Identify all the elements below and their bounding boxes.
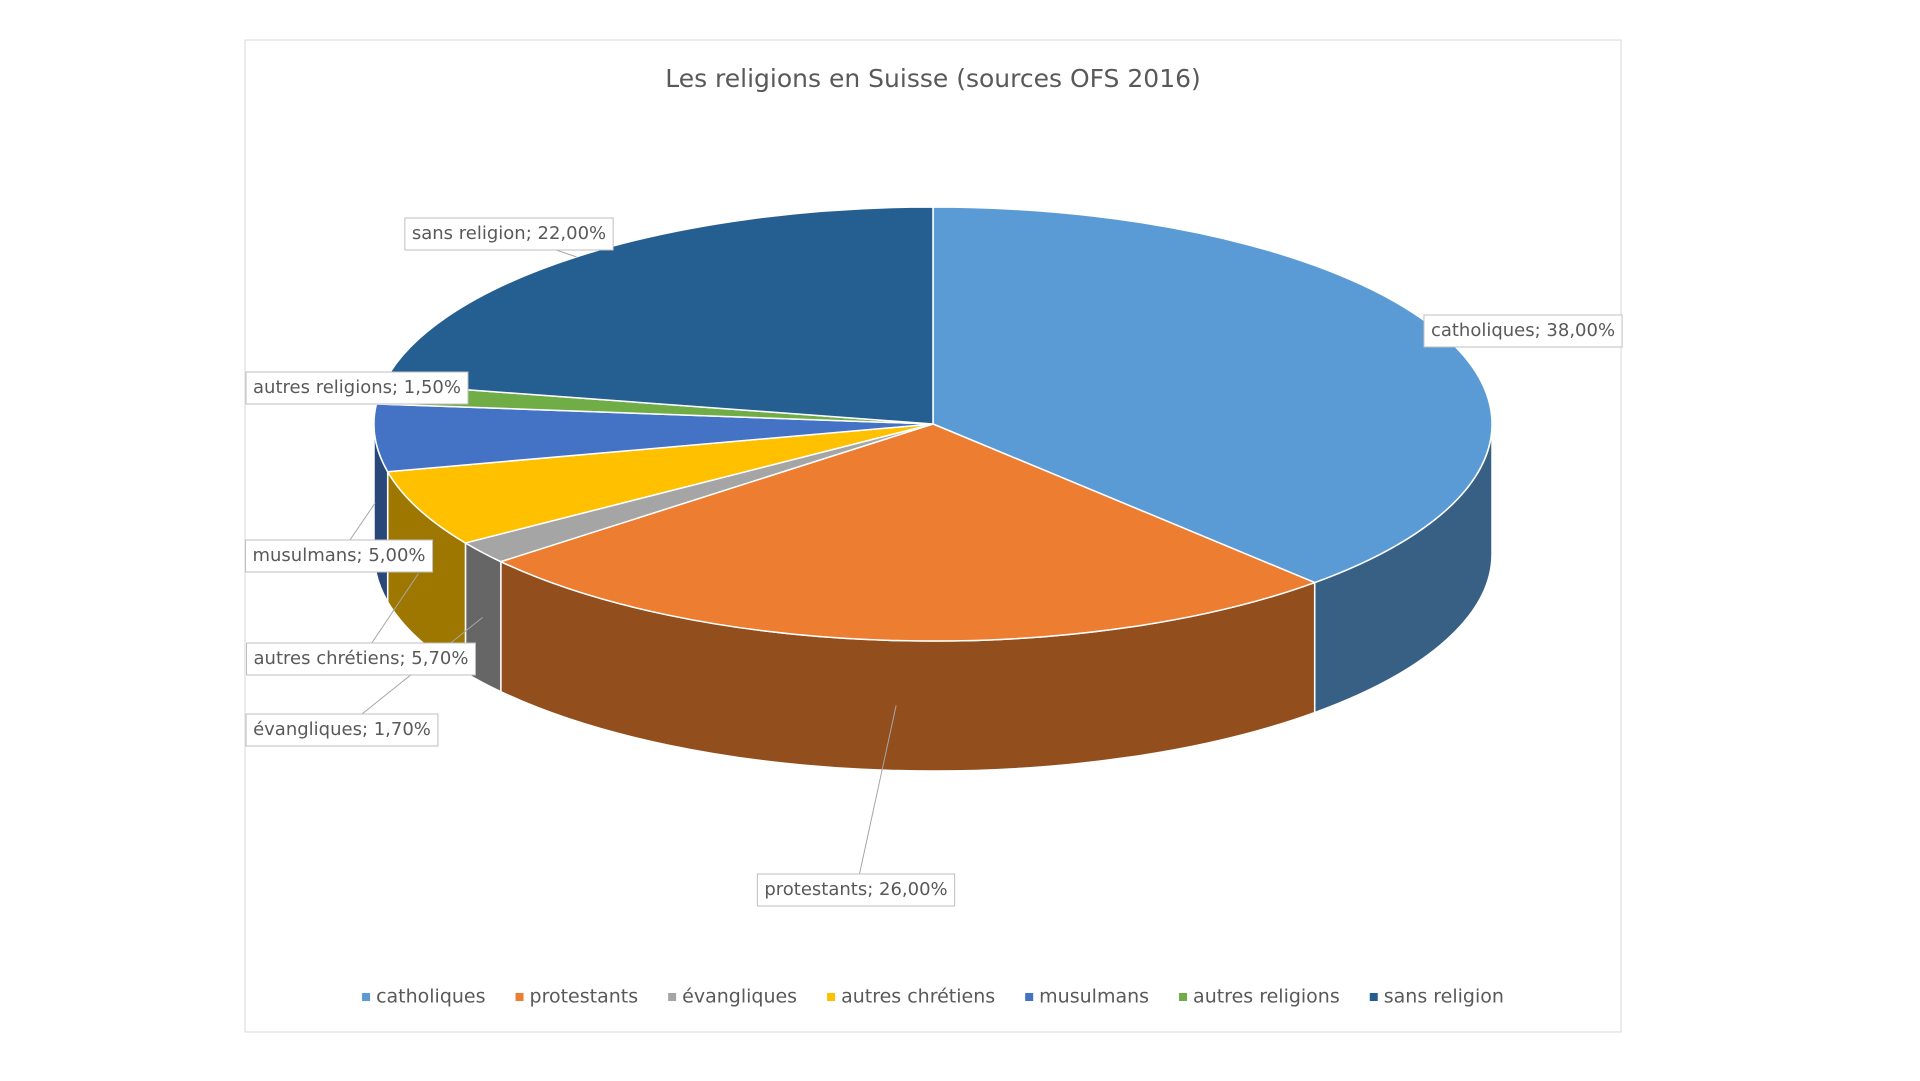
data-label: autres chrétiens; 5,70% <box>254 648 469 669</box>
data-label-box <box>1423 314 1623 348</box>
legend-label: protestants <box>530 986 639 1008</box>
legend-item: sans religion <box>1369 986 1504 1008</box>
data-labels: catholiques; 38,00% protestants; 26,00% év… <box>244 217 1623 907</box>
data-label-box <box>245 713 439 747</box>
data-label-box <box>756 873 956 907</box>
pie-tops <box>373 206 1493 642</box>
data-label-box <box>246 642 476 676</box>
data-label: musulmans; 5,00% <box>252 545 425 566</box>
pie-slice <box>386 423 934 544</box>
data-label: évangliques; 1,70% <box>253 719 431 740</box>
legend-item: autres chrétiens <box>827 986 995 1008</box>
legend-swatch <box>827 993 836 1001</box>
leader-line <box>855 705 897 891</box>
legend-swatch <box>668 993 677 1001</box>
data-label: autres religions; 1,50% <box>253 377 461 398</box>
chart-title: Les religions en Suisse (sources OFS 201… <box>665 64 1201 93</box>
legend-item: catholiques <box>362 986 486 1008</box>
legend-swatch <box>1025 993 1034 1001</box>
data-label-box <box>244 539 434 573</box>
pie-slice <box>498 423 1317 642</box>
data-label-box <box>404 217 614 251</box>
legend-label: sans religion <box>1384 986 1504 1008</box>
legend-label: musulmans <box>1039 986 1149 1008</box>
data-label: protestants; 26,00% <box>764 879 947 900</box>
legend: catholiques protestants évangliques autres … <box>362 986 1504 1008</box>
data-label-box <box>245 371 469 405</box>
legend-swatch <box>515 993 524 1001</box>
data-label: catholiques; 38,00% <box>1431 320 1615 341</box>
data-label: sans religion; 22,00% <box>412 223 606 244</box>
legend-label: autres chrétiens <box>841 986 995 1008</box>
legend-swatch <box>362 993 371 1001</box>
legend-item: musulmans <box>1025 986 1149 1008</box>
legend-label: catholiques <box>376 986 485 1008</box>
pie-slice <box>382 206 934 425</box>
legend-item: autres religions <box>1179 986 1340 1008</box>
legend-swatch <box>1369 993 1378 1001</box>
legend-item: évangliques <box>668 986 797 1008</box>
legend-item: protestants <box>515 986 639 1008</box>
legend-label: évangliques <box>682 986 797 1008</box>
legend-label: autres religions <box>1193 986 1340 1008</box>
pie-slice <box>373 403 934 473</box>
legend-swatch <box>1179 993 1188 1001</box>
